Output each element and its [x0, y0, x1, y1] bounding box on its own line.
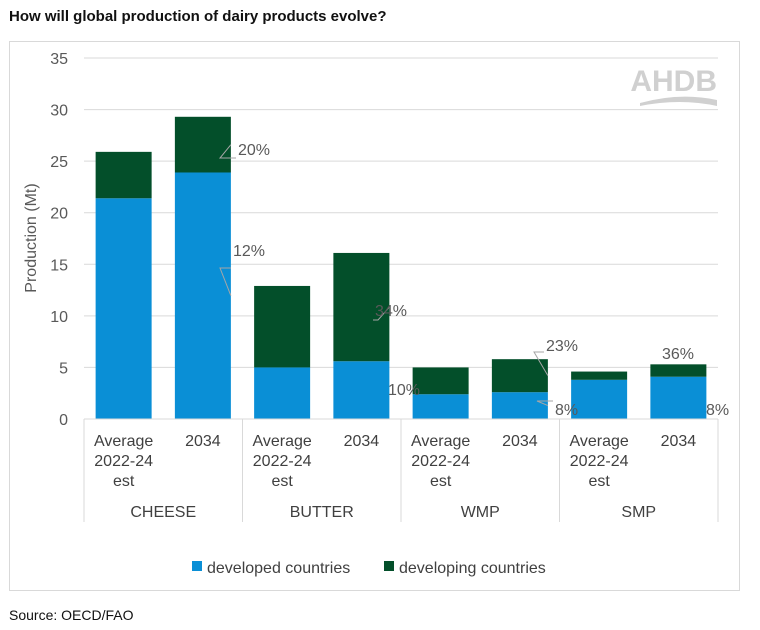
legend-label: developed countries: [207, 560, 350, 577]
bar-developed: [571, 379, 628, 419]
bar-developed: [412, 394, 469, 419]
data-label: 34%: [375, 303, 407, 320]
leader-line: [218, 144, 236, 159]
category-label: 2034: [661, 433, 697, 450]
group-label: SMP: [621, 504, 656, 521]
data-label: 36%: [662, 346, 694, 363]
y-tick-label: 15: [50, 257, 68, 274]
category-label: 2022-24: [570, 453, 629, 470]
category-label: 2022-24: [253, 453, 312, 470]
category-label: Average: [569, 433, 628, 450]
group-label: CHEESE: [130, 504, 196, 521]
leader-line: [373, 306, 390, 321]
bar-developed: [333, 361, 390, 419]
data-label: 23%: [546, 338, 578, 355]
category-label: 2022-24: [94, 453, 153, 470]
category-label: est: [588, 473, 610, 490]
bar-developing: [412, 367, 469, 395]
bar-developed: [650, 376, 707, 419]
data-label: 10%: [388, 382, 420, 399]
bar-developed: [174, 172, 231, 419]
y-tick-label: 20: [50, 206, 68, 223]
leader-line: [533, 351, 549, 376]
leader-line: [219, 267, 232, 296]
ahdb-logo-swoosh: [640, 96, 717, 106]
data-label: 20%: [238, 142, 270, 159]
y-tick-label: 30: [50, 103, 68, 120]
chart-title: How will global production of dairy prod…: [9, 8, 387, 25]
ahdb-logo: AHDB: [630, 65, 717, 98]
bar-developing: [650, 364, 707, 377]
category-label: Average: [94, 433, 153, 450]
category-label: Average: [411, 433, 470, 450]
category-label: est: [430, 473, 452, 490]
category-label: est: [271, 473, 293, 490]
legend-label: developing countries: [399, 560, 546, 577]
bar-developing: [254, 285, 311, 368]
bar-developing: [95, 151, 152, 199]
chart-frame: [9, 41, 740, 591]
category-label: 2034: [502, 433, 538, 450]
group-label: WMP: [461, 504, 500, 521]
leader-line: [536, 400, 553, 407]
category-label: 2034: [344, 433, 380, 450]
y-axis-label: Production (Mt): [23, 183, 40, 292]
bar-developing: [174, 116, 231, 173]
y-tick-label: 10: [50, 309, 68, 326]
bar-developed: [254, 367, 311, 419]
legend-swatch: [384, 561, 394, 571]
y-tick-label: 35: [50, 51, 68, 68]
bar-developed: [95, 198, 152, 419]
group-label: BUTTER: [290, 504, 354, 521]
category-label: Average: [252, 433, 311, 450]
data-label: 8%: [706, 402, 729, 419]
legend-swatch: [192, 561, 202, 571]
y-tick-label: 25: [50, 154, 68, 171]
y-tick-label: 5: [59, 360, 68, 377]
bar-developing: [333, 252, 390, 362]
bar-developing: [571, 371, 628, 380]
data-label: 8%: [555, 402, 578, 419]
y-tick-label: 0: [59, 412, 68, 429]
category-label: 2034: [185, 433, 221, 450]
source-note: Source: OECD/FAO: [9, 607, 134, 623]
category-label: est: [113, 473, 135, 490]
category-label: 2022-24: [411, 453, 470, 470]
bar-developing: [491, 359, 548, 393]
bar-developed: [491, 392, 548, 419]
data-label: 12%: [233, 243, 265, 260]
